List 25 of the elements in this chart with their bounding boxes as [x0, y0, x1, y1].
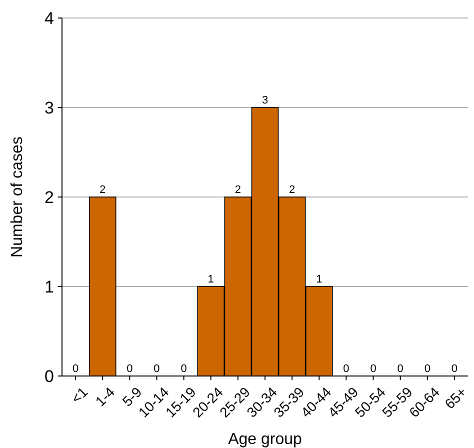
data-label: 0 [180, 363, 187, 375]
data-label: 2 [289, 184, 296, 196]
x-tick-label: <1 [68, 384, 91, 406]
data-label: 0 [154, 363, 160, 375]
x-axis-title: Age group [228, 431, 302, 448]
x-tick-label: 1-4 [92, 384, 118, 410]
y-tick-label: 0 [44, 366, 54, 386]
data-label: 0 [126, 363, 133, 375]
y-tick-label: 3 [44, 98, 54, 118]
y-tick-label: 4 [44, 8, 54, 28]
data-label: 0 [370, 363, 376, 375]
x-tick-label: 65+ [441, 384, 470, 412]
y-axis-title: Number of cases [9, 136, 26, 258]
y-tick-label: 1 [44, 277, 54, 296]
y-tick-label: 2 [44, 188, 54, 207]
data-label: 0 [343, 363, 350, 375]
data-label: 2 [100, 184, 106, 196]
data-label: 2 [234, 184, 241, 196]
data-label: 0 [424, 363, 430, 375]
data-label: 1 [208, 274, 214, 286]
data-label: 1 [316, 274, 322, 286]
data-label: 0 [397, 363, 404, 375]
data-label: 0 [451, 363, 458, 375]
data-label: 3 [262, 94, 268, 106]
data-label: 0 [72, 363, 79, 375]
